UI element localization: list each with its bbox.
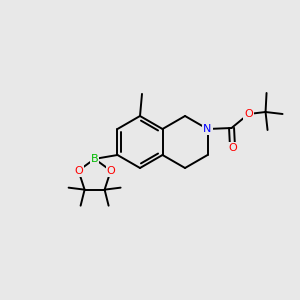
- Text: N: N: [203, 124, 212, 134]
- Text: B: B: [91, 154, 98, 164]
- Text: O: O: [228, 143, 237, 153]
- Text: O: O: [244, 109, 253, 119]
- Text: O: O: [74, 166, 83, 176]
- Text: O: O: [106, 166, 115, 176]
